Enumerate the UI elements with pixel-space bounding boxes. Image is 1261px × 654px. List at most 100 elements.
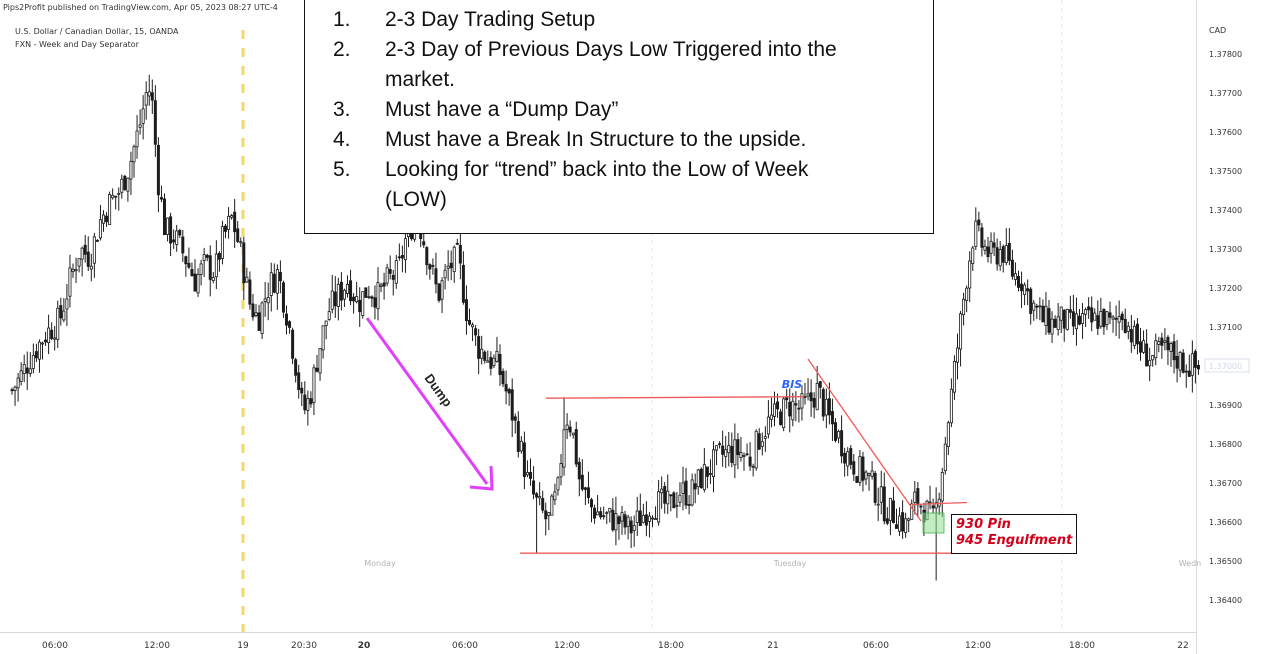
candle-up — [336, 284, 340, 307]
candle-down — [1041, 305, 1045, 323]
candle-up — [791, 400, 795, 421]
candle-up — [263, 298, 267, 302]
candle-down — [568, 426, 572, 433]
candle-down — [464, 299, 468, 322]
time-axis[interactable]: 06:00 12:00 19 20:30 20 06:00 12:00 18:00 21 06:0… — [42, 641, 1189, 651]
candle-down — [25, 367, 29, 374]
candle-up — [1154, 340, 1158, 359]
candle-down — [1120, 313, 1124, 321]
candle-up — [620, 512, 624, 522]
candle-down — [242, 242, 246, 284]
candle-up — [80, 247, 84, 260]
candle-down — [425, 247, 429, 266]
candle-down — [672, 492, 676, 509]
candle-down — [251, 303, 255, 318]
candle-down — [544, 510, 548, 520]
time-tick: 22 — [1177, 641, 1188, 651]
candle-up — [864, 471, 868, 480]
candle-up — [345, 284, 349, 294]
candle-down — [489, 357, 493, 369]
candle-up — [1050, 318, 1054, 335]
note-text: Must have a Break In Structure to the up… — [385, 128, 807, 151]
price-tick: 1.37600 — [1209, 128, 1242, 137]
candle-up — [965, 287, 969, 301]
published-caption: Pips2Profit published on TradingView.com… — [3, 3, 278, 12]
candle-up — [1190, 353, 1194, 376]
candle-up — [53, 337, 57, 340]
note-number: 5. — [333, 158, 351, 181]
candle-down — [50, 329, 54, 339]
candle-down — [529, 472, 533, 479]
candle-down — [834, 422, 838, 441]
note-text: Must have a “Dump Day” — [385, 98, 619, 121]
candle-down — [1187, 370, 1191, 377]
candle-up — [166, 217, 170, 235]
candle-down — [364, 287, 368, 298]
candle-up — [355, 296, 359, 303]
candle-up — [443, 269, 447, 279]
day-label: Tuesday — [773, 559, 807, 568]
candle-down — [172, 239, 176, 243]
candle-down — [590, 499, 594, 508]
candle-down — [205, 254, 209, 258]
candle-down — [1068, 309, 1072, 313]
candle-down — [504, 384, 508, 392]
price-tick: 1.36700 — [1209, 479, 1242, 488]
candle-down — [1123, 318, 1127, 334]
candle-down — [1029, 288, 1033, 314]
note-item: 5. Looking for “trend” back into the Low … — [305, 155, 933, 185]
candle-up — [962, 298, 966, 316]
time-tick: 19 — [237, 641, 249, 651]
candle-up — [660, 488, 664, 494]
candle-up — [492, 357, 496, 366]
candle-down — [461, 264, 465, 303]
candle-down — [208, 255, 212, 280]
candle-down — [373, 297, 377, 308]
candle-up — [675, 504, 679, 507]
candle-up — [1126, 325, 1130, 332]
candle-up — [879, 486, 883, 503]
candle-up — [760, 441, 764, 447]
candle-up — [330, 290, 334, 310]
candle-down — [339, 281, 343, 301]
candle-up — [16, 377, 20, 389]
candle-up — [559, 463, 563, 478]
candle-down — [855, 476, 859, 483]
candle-up — [974, 220, 978, 247]
candle-up — [867, 473, 871, 476]
candle-up — [1044, 305, 1048, 326]
candle-up — [806, 393, 810, 397]
candle-up — [47, 327, 51, 344]
candle-down — [901, 512, 905, 532]
candle-down — [181, 236, 185, 254]
candle-up — [1013, 273, 1017, 280]
candle-up — [635, 510, 639, 523]
candle-down — [233, 211, 237, 233]
candle-down — [687, 504, 691, 506]
candle-down — [644, 514, 648, 526]
candle-down — [849, 448, 853, 465]
candle-down — [736, 439, 740, 456]
price-axis[interactable]: CAD 1.36400 1.36500 1.36600 1.36700 1.36800 1.… — [1204, 26, 1250, 605]
candle-down — [891, 500, 895, 523]
candle-up — [702, 464, 706, 491]
note-number: 4. — [333, 128, 351, 151]
candle-down — [1007, 242, 1011, 261]
candle-down — [352, 296, 356, 302]
candle-up — [1056, 316, 1060, 330]
candle-up — [28, 368, 32, 374]
candle-down — [44, 339, 48, 343]
price-tick: 1.37100 — [1209, 323, 1242, 332]
candle-down — [291, 329, 295, 359]
candle-up — [940, 472, 944, 502]
candle-up — [65, 298, 69, 310]
note-text: (LOW) — [385, 188, 447, 211]
candle-up — [937, 498, 941, 507]
candle-down — [86, 251, 90, 267]
candle-up — [547, 512, 551, 516]
candle-up — [1099, 311, 1103, 327]
bis-label: BIS — [782, 378, 802, 391]
time-tick: 12:00 — [965, 641, 991, 651]
candle-down — [599, 511, 603, 518]
candle-down — [1071, 311, 1075, 327]
